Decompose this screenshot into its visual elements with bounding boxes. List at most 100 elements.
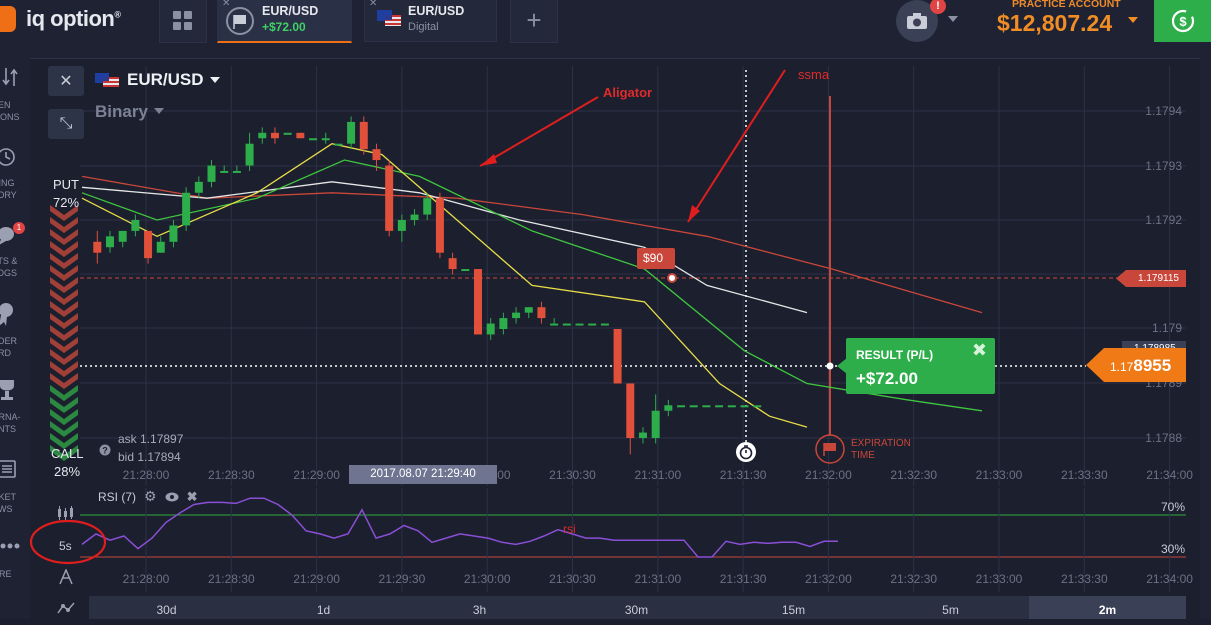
candle: [309, 138, 318, 141]
sentiment-chevron: [50, 313, 78, 329]
close-chart-button[interactable]: ✕: [48, 66, 84, 96]
tab-close-icon[interactable]: ✕: [222, 0, 231, 9]
sidebar-item-tournaments[interactable]: URNA- ENTS: [0, 378, 30, 436]
sentiment-chevron: [50, 373, 78, 389]
balance-chevron-icon[interactable]: [1128, 17, 1138, 23]
settings-gear-icon[interactable]: ⚙: [144, 488, 157, 504]
candle: [588, 323, 597, 326]
timeframe-30d[interactable]: 30d: [156, 603, 177, 617]
rsi-x-tick-label: 21:33:30: [1061, 572, 1108, 586]
chart-interval[interactable]: 5s: [59, 539, 72, 553]
account-type-label: PRACTICE ACCOUNT: [1012, 0, 1121, 10]
timeframe-2m[interactable]: 2m: [1029, 596, 1186, 619]
eu-us-flag-icon: [95, 73, 119, 87]
asset-tab-eurusd-digital[interactable]: ✕ EUR/USD Digital: [364, 0, 497, 42]
y-tick-label: 1.179: [1152, 321, 1182, 335]
sidebar-item-trading-history[interactable]: DING TORY: [0, 146, 30, 201]
candle: [753, 405, 762, 408]
candle: [245, 143, 254, 166]
sidebar-label: ATS &: [0, 256, 18, 266]
candle: [423, 198, 432, 215]
timeframe-3h[interactable]: 3h: [472, 603, 487, 617]
candle: [182, 192, 191, 226]
sidebar-label: ADER: [0, 336, 18, 346]
moving-average-line: [81, 175, 983, 314]
x-tick-label: 21:32:30: [890, 468, 937, 482]
rsi-level-30: 30%: [1161, 542, 1186, 556]
annotation-arrowhead: [480, 154, 497, 166]
sidebar-item-open-options[interactable]: PEN TIONS: [0, 66, 30, 126]
option-type-selector[interactable]: Binary: [95, 102, 164, 122]
rsi-header: RSI (7) ⚙ ✖: [98, 488, 197, 505]
candle: [550, 323, 559, 326]
timeframe-15m[interactable]: 15m: [781, 603, 806, 617]
logo-registered-mark: ®: [114, 9, 121, 20]
close-icon[interactable]: ✖: [971, 340, 987, 360]
top-bar: iq option® ✕ EUR/USD +$72.00 ✕ EUR/USD D…: [0, 0, 1211, 59]
sidebar-item-chats[interactable]: 1 ATS & LOGS: [0, 222, 30, 280]
candle: [347, 121, 356, 144]
svg-text:$: $: [1179, 14, 1187, 29]
candle: [575, 323, 584, 326]
candle: [321, 138, 330, 141]
sidebar-item-market-news[interactable]: RKET EWS: [0, 460, 30, 516]
fullscreen-button[interactable]: ⤡: [48, 109, 84, 139]
deposit-button[interactable]: $: [1154, 0, 1211, 42]
chevron-down-icon: [209, 77, 220, 83]
indicators-icon[interactable]: [59, 569, 73, 585]
annotation-ssma: ssma: [798, 67, 830, 82]
eye-icon[interactable]: [165, 492, 179, 502]
sidebar-label: RKET: [0, 492, 17, 502]
timeframe-30m[interactable]: 30m: [624, 603, 649, 617]
tab-close-icon[interactable]: ✕: [369, 0, 378, 9]
sentiment-chevron: [50, 325, 78, 341]
sentiment-chevron: [50, 361, 78, 377]
sidebar-item-more[interactable]: ORE: [0, 540, 30, 580]
timeframe-1d[interactable]: 1d: [316, 603, 331, 617]
sidebar-label: ENTS: [0, 424, 17, 434]
logo[interactable]: iq option®: [0, 6, 121, 32]
x-tick-label: 21:28:00: [123, 468, 170, 482]
candle: [156, 241, 165, 253]
entry-marker: [667, 273, 677, 283]
sidebar-item-leader-board[interactable]: ADER ARD: [0, 302, 30, 358]
asset-tab-eurusd-binary[interactable]: ✕ EUR/USD +$72.00: [217, 0, 352, 43]
asset-selector[interactable]: EUR/USD: [95, 70, 220, 90]
add-tab-button[interactable]: +: [510, 0, 558, 43]
asset-name: EUR/USD: [127, 70, 204, 89]
current-price-suffix: 8955: [1133, 356, 1172, 375]
drawing-tools-icon[interactable]: [57, 601, 75, 615]
rsi-x-tick-label: 21:28:00: [123, 572, 170, 586]
close-icon[interactable]: ✖: [186, 488, 198, 504]
option-type: Binary: [95, 102, 148, 121]
x-tick-label: 21:32:00: [805, 468, 852, 482]
eu-us-flag-icon: [377, 10, 401, 26]
sidebar-label: LOGS: [0, 268, 18, 278]
leader-board-icon: [0, 303, 13, 326]
candle: [677, 405, 686, 408]
sentiment-chevron: [50, 277, 78, 293]
y-tick-label: 1.1793: [1145, 159, 1182, 173]
dollar-refresh-icon: $: [1171, 9, 1194, 33]
chevron-down-icon[interactable]: [948, 16, 958, 22]
rsi-x-tick-label: 21:31:30: [720, 572, 767, 586]
right-panel-edge: [1200, 58, 1211, 619]
rsi-x-tick-label: 21:32:30: [890, 572, 937, 586]
exit-marker: [826, 362, 834, 370]
help-icon[interactable]: ?: [99, 444, 111, 456]
rsi-x-tick-label: 21:32:00: [805, 572, 852, 586]
tab-type: Digital: [408, 21, 439, 33]
tab-asset-name: EUR/USD: [408, 4, 465, 18]
account-balance[interactable]: $12,807.24: [997, 10, 1113, 36]
assets-grid-button[interactable]: [159, 0, 207, 43]
timeframe-5m[interactable]: 5m: [942, 603, 959, 617]
strike-tag-arrow-icon: [1116, 270, 1126, 287]
tab-profit: +$72.00: [262, 20, 306, 34]
candlestick-type-icon[interactable]: [56, 506, 74, 520]
rsi-x-tick-label: 21:34:00: [1146, 572, 1193, 586]
candle: [397, 220, 406, 231]
ask-price: ask 1.17897: [118, 432, 184, 446]
sidebar-label: TIONS: [0, 112, 20, 122]
candle: [600, 323, 609, 326]
bid-price: bid 1.17894: [118, 450, 181, 464]
